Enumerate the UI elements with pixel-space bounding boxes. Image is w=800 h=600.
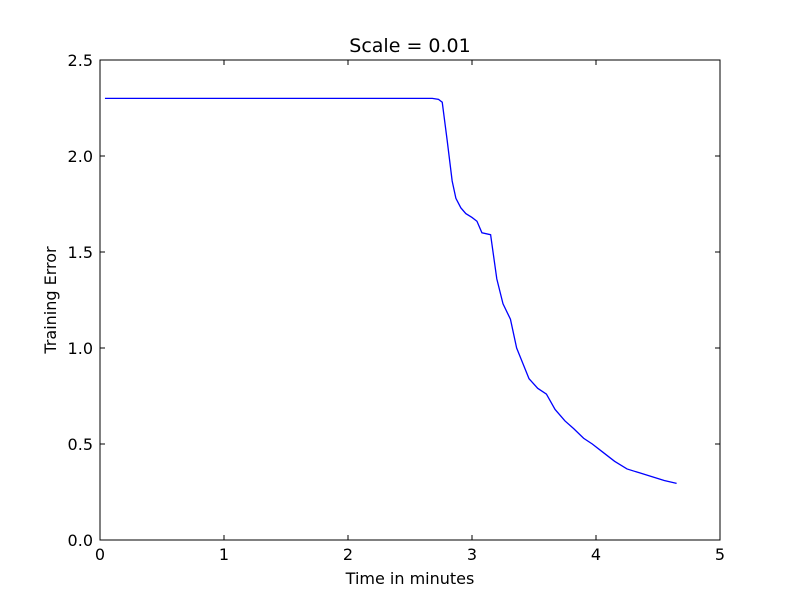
x-tick-label: 5	[715, 545, 725, 564]
y-tick-label: 0.5	[68, 435, 93, 454]
y-tick-label: 2.5	[68, 51, 93, 70]
y-tick-label: 1.0	[68, 339, 93, 358]
chart-title: Scale = 0.01	[349, 35, 470, 57]
x-tick-label: 4	[591, 545, 601, 564]
y-axis-label: Training Error	[41, 246, 60, 355]
y-tick-label: 0.0	[68, 531, 93, 550]
y-tick-label: 2.0	[68, 147, 93, 166]
training-error-line	[104, 97, 677, 484]
y-tick-label: 1.5	[68, 243, 93, 262]
plot-area: 0 1 2 3 4 5 0.0 0.5 1.0 1.5 2.0 2.5	[68, 51, 726, 564]
tick-labels: 0 1 2 3 4 5 0.0 0.5 1.0 1.5 2.0 2.5	[68, 51, 726, 564]
x-tick-label: 3	[467, 545, 477, 564]
x-axis-label: Time in minutes	[345, 569, 475, 588]
tick-marks	[99, 59, 721, 541]
x-tick-label: 0	[95, 545, 105, 564]
plot-frame	[99, 59, 721, 541]
x-tick-label: 1	[219, 545, 229, 564]
x-tick-label: 2	[343, 545, 353, 564]
